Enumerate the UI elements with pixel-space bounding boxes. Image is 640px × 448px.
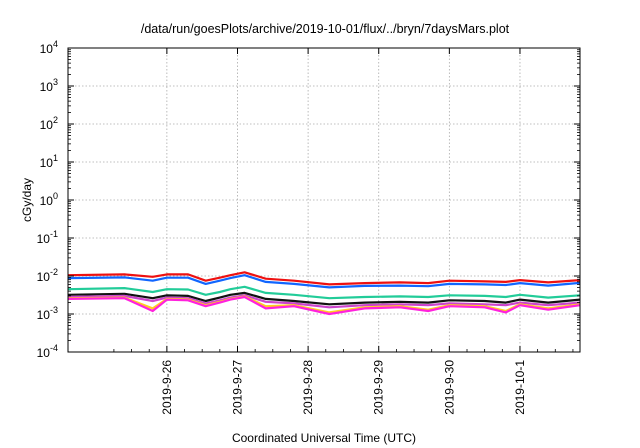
y-tick-label: 101 — [40, 153, 58, 170]
x-tick-label: 2019-9-29 — [372, 360, 386, 415]
y-tick-label: 10-4 — [37, 343, 58, 360]
y-tick-label: 102 — [40, 115, 58, 132]
x-axis: 2019-9-26 2019-9-27 2019-9-28 2019-9-29 2019… — [113, 48, 574, 415]
x-tick-label: 2019-10-1 — [513, 360, 527, 415]
series-line-5 — [67, 294, 581, 309]
y-tick-label: 10-2 — [37, 267, 58, 284]
series-line-1 — [67, 271, 581, 286]
series-line-4 — [67, 291, 581, 306]
y-tick-label: 100 — [40, 191, 58, 208]
y-tick-label: 104 — [40, 39, 58, 56]
y-tick-label: 103 — [40, 77, 58, 94]
x-tick-label: 2019-9-26 — [160, 360, 174, 415]
x-axis-label: Coordinated Universal Time (UTC) — [232, 431, 416, 445]
series-layer — [67, 271, 581, 316]
x-tick-label: 2019-9-30 — [442, 360, 456, 415]
x-tick-label: 2019-9-27 — [230, 360, 244, 415]
series-line-7 — [67, 295, 581, 316]
y-axis: 104 103 102 101 100 10-1 10-2 10-3 10-4 — [37, 39, 580, 360]
y-axis-label: cGy/day — [20, 178, 34, 222]
chart-title: /data/run/goesPlots/archive/2019-10-01/f… — [141, 22, 510, 36]
series-line-3 — [67, 285, 581, 300]
series-line-2 — [67, 274, 581, 289]
x-tick-label: 2019-9-28 — [301, 360, 315, 415]
y-tick-label: 10-1 — [37, 229, 58, 246]
grid — [68, 48, 580, 352]
y-tick-label: 10-3 — [37, 305, 58, 322]
